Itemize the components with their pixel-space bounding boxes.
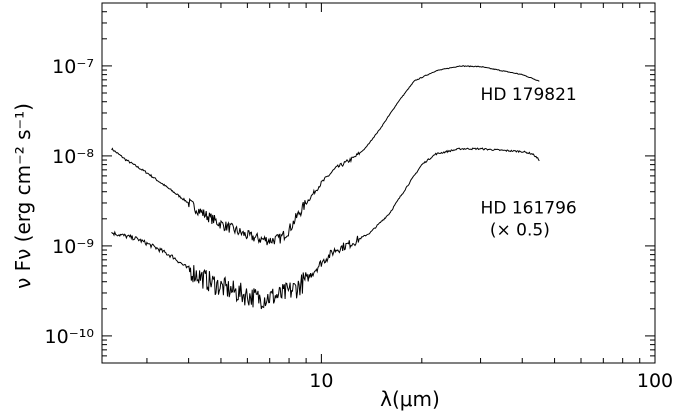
series-annotation: HD 179821	[481, 85, 577, 105]
series-line	[111, 65, 540, 246]
series-layer	[111, 65, 540, 310]
y-tick-label: 10⁻⁹	[52, 236, 94, 258]
y-tick-label: 10⁻⁸	[52, 146, 94, 168]
annotations: HD 179821 HD 161796 (× 0.5)	[481, 85, 577, 241]
plot-frame	[101, 2, 656, 364]
x-axis-label: λ(μm)	[380, 387, 440, 411]
series-annotation: (× 0.5)	[490, 221, 550, 241]
y-tick-label: 10⁻¹⁰	[45, 326, 94, 348]
tick-labels: 10 100 10⁻¹⁰ 10⁻⁹ 10⁻⁸ 10⁻⁷	[45, 56, 674, 392]
series-line	[111, 147, 540, 310]
series-annotation: HD 161796	[481, 198, 577, 218]
y-axis-label: ν Fν (erg cm⁻² s⁻¹)	[11, 103, 35, 289]
axis-ticks	[102, 2, 656, 364]
x-tick-label: 10	[309, 370, 333, 392]
y-tick-label: 10⁻⁷	[52, 56, 94, 78]
x-tick-label: 100	[637, 370, 673, 392]
